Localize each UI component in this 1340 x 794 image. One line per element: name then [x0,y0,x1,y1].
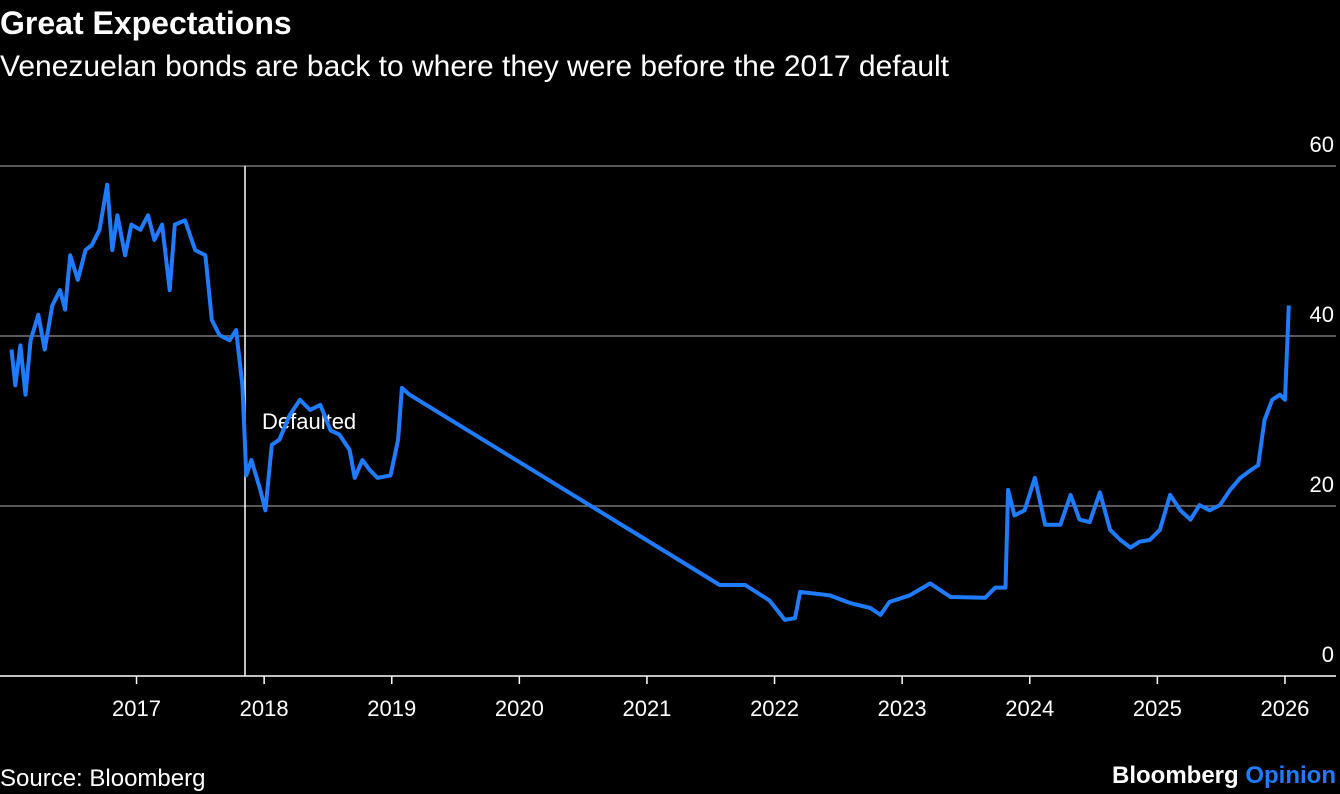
brand-suffix: Opinion [1245,762,1336,789]
y-tick-label: 20 [1310,472,1334,497]
x-tick-label: 2017 [112,696,161,721]
annotation-label: Defaulted [262,409,356,434]
x-tick-label: 2025 [1133,696,1182,721]
y-tick-label: 0 [1322,642,1334,667]
x-tick-label: 2019 [367,696,416,721]
x-tick-label: 2024 [1005,696,1054,721]
x-tick-label: 2022 [750,696,799,721]
brand-name: Bloomberg [1112,762,1239,789]
chart-subtitle: Venezuelan bonds are back to where they … [0,50,950,83]
y-tick-label: 60 [1310,132,1334,157]
x-tick-label: 2020 [495,696,544,721]
chart-title: Great Expectations [0,5,292,41]
x-tick-label: 2026 [1260,696,1309,721]
y-tick-label: 40 [1310,302,1334,327]
x-tick-label: 2023 [878,696,927,721]
x-tick-label: 2018 [240,696,289,721]
source: Source: Bloomberg [0,765,205,792]
x-tick-label: 2021 [622,696,671,721]
data-line [9,182,1291,622]
brand: Bloomberg Opinion [1112,762,1336,789]
